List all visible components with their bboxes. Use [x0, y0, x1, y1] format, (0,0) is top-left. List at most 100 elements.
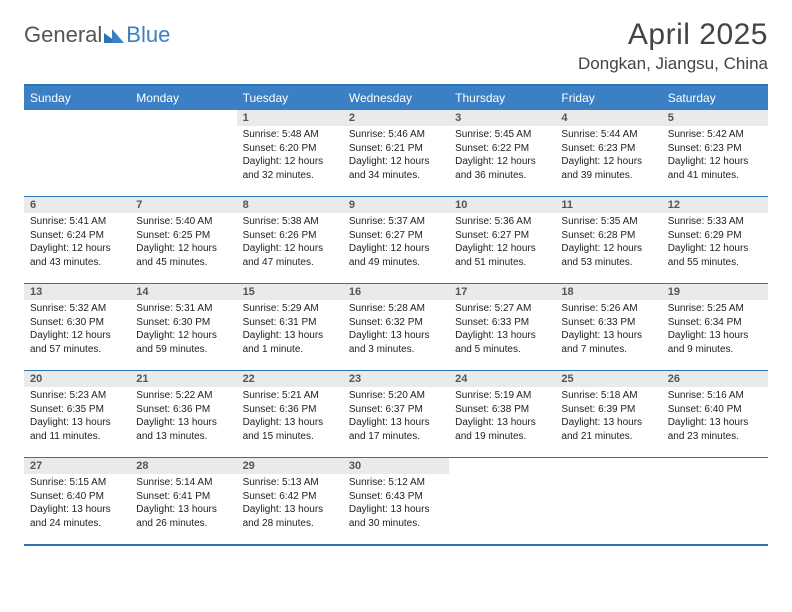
day-number: 27	[24, 458, 130, 474]
calendar-day-cell: 27Sunrise: 5:15 AMSunset: 6:40 PMDayligh…	[24, 458, 130, 544]
daylight-line: Daylight: 12 hours and 43 minutes.	[30, 242, 124, 269]
weekday-header: Wednesday	[343, 86, 449, 110]
day-details: Sunrise: 5:28 AMSunset: 6:32 PMDaylight:…	[343, 300, 449, 360]
sunrise-line: Sunrise: 5:29 AM	[243, 302, 337, 316]
weekday-header: Friday	[555, 86, 661, 110]
sunrise-line: Sunrise: 5:16 AM	[668, 389, 762, 403]
sunrise-line: Sunrise: 5:35 AM	[561, 215, 655, 229]
sunset-line: Sunset: 6:23 PM	[561, 142, 655, 156]
calendar-week-row: 13Sunrise: 5:32 AMSunset: 6:30 PMDayligh…	[24, 284, 768, 371]
month-title: April 2025	[578, 18, 768, 52]
sunset-line: Sunset: 6:27 PM	[455, 229, 549, 243]
sunset-line: Sunset: 6:36 PM	[136, 403, 230, 417]
sunrise-line: Sunrise: 5:28 AM	[349, 302, 443, 316]
weekday-header: Tuesday	[237, 86, 343, 110]
calendar-day-cell: 6Sunrise: 5:41 AMSunset: 6:24 PMDaylight…	[24, 197, 130, 283]
brand-logo: General Blue	[24, 18, 170, 48]
calendar-day-cell: 17Sunrise: 5:27 AMSunset: 6:33 PMDayligh…	[449, 284, 555, 370]
day-number: 20	[24, 371, 130, 387]
daylight-line: Daylight: 12 hours and 36 minutes.	[455, 155, 549, 182]
daylight-line: Daylight: 12 hours and 34 minutes.	[349, 155, 443, 182]
day-number: 13	[24, 284, 130, 300]
calendar-day-cell: 3Sunrise: 5:45 AMSunset: 6:22 PMDaylight…	[449, 110, 555, 196]
weekday-header: Thursday	[449, 86, 555, 110]
sunrise-line: Sunrise: 5:14 AM	[136, 476, 230, 490]
daylight-line: Daylight: 12 hours and 47 minutes.	[243, 242, 337, 269]
calendar-day-cell	[449, 458, 555, 544]
calendar-day-cell: 12Sunrise: 5:33 AMSunset: 6:29 PMDayligh…	[662, 197, 768, 283]
day-details: Sunrise: 5:36 AMSunset: 6:27 PMDaylight:…	[449, 213, 555, 273]
day-details: Sunrise: 5:20 AMSunset: 6:37 PMDaylight:…	[343, 387, 449, 447]
calendar-day-cell: 23Sunrise: 5:20 AMSunset: 6:37 PMDayligh…	[343, 371, 449, 457]
sunset-line: Sunset: 6:32 PM	[349, 316, 443, 330]
sunset-line: Sunset: 6:33 PM	[455, 316, 549, 330]
sunset-line: Sunset: 6:42 PM	[243, 490, 337, 504]
sunrise-line: Sunrise: 5:42 AM	[668, 128, 762, 142]
calendar-day-cell: 22Sunrise: 5:21 AMSunset: 6:36 PMDayligh…	[237, 371, 343, 457]
calendar-day-cell: 24Sunrise: 5:19 AMSunset: 6:38 PMDayligh…	[449, 371, 555, 457]
day-number: 19	[662, 284, 768, 300]
day-number: 2	[343, 110, 449, 126]
sunset-line: Sunset: 6:37 PM	[349, 403, 443, 417]
calendar-day-cell: 19Sunrise: 5:25 AMSunset: 6:34 PMDayligh…	[662, 284, 768, 370]
daylight-line: Daylight: 12 hours and 45 minutes.	[136, 242, 230, 269]
sunset-line: Sunset: 6:25 PM	[136, 229, 230, 243]
day-details: Sunrise: 5:16 AMSunset: 6:40 PMDaylight:…	[662, 387, 768, 447]
day-details: Sunrise: 5:46 AMSunset: 6:21 PMDaylight:…	[343, 126, 449, 186]
day-number: 9	[343, 197, 449, 213]
day-details: Sunrise: 5:45 AMSunset: 6:22 PMDaylight:…	[449, 126, 555, 186]
day-number: 18	[555, 284, 661, 300]
daylight-line: Daylight: 13 hours and 15 minutes.	[243, 416, 337, 443]
calendar-week-row: 20Sunrise: 5:23 AMSunset: 6:35 PMDayligh…	[24, 371, 768, 458]
calendar-day-cell: 7Sunrise: 5:40 AMSunset: 6:25 PMDaylight…	[130, 197, 236, 283]
daylight-line: Daylight: 12 hours and 49 minutes.	[349, 242, 443, 269]
page-header: General Blue April 2025 Dongkan, Jiangsu…	[24, 18, 768, 74]
day-number: 10	[449, 197, 555, 213]
calendar-day-cell: 11Sunrise: 5:35 AMSunset: 6:28 PMDayligh…	[555, 197, 661, 283]
calendar-week-row: 27Sunrise: 5:15 AMSunset: 6:40 PMDayligh…	[24, 458, 768, 546]
sunrise-line: Sunrise: 5:44 AM	[561, 128, 655, 142]
daylight-line: Daylight: 12 hours and 41 minutes.	[668, 155, 762, 182]
sunset-line: Sunset: 6:35 PM	[30, 403, 124, 417]
day-details: Sunrise: 5:37 AMSunset: 6:27 PMDaylight:…	[343, 213, 449, 273]
daylight-line: Daylight: 13 hours and 30 minutes.	[349, 503, 443, 530]
daylight-line: Daylight: 12 hours and 32 minutes.	[243, 155, 337, 182]
sunset-line: Sunset: 6:27 PM	[349, 229, 443, 243]
calendar-day-cell: 1Sunrise: 5:48 AMSunset: 6:20 PMDaylight…	[237, 110, 343, 196]
daylight-line: Daylight: 13 hours and 9 minutes.	[668, 329, 762, 356]
daylight-line: Daylight: 13 hours and 23 minutes.	[668, 416, 762, 443]
location-subtitle: Dongkan, Jiangsu, China	[578, 54, 768, 74]
daylight-line: Daylight: 13 hours and 7 minutes.	[561, 329, 655, 356]
calendar-day-cell: 2Sunrise: 5:46 AMSunset: 6:21 PMDaylight…	[343, 110, 449, 196]
sunset-line: Sunset: 6:38 PM	[455, 403, 549, 417]
day-details: Sunrise: 5:42 AMSunset: 6:23 PMDaylight:…	[662, 126, 768, 186]
sunrise-line: Sunrise: 5:33 AM	[668, 215, 762, 229]
title-block: April 2025 Dongkan, Jiangsu, China	[578, 18, 768, 74]
sunrise-line: Sunrise: 5:22 AM	[136, 389, 230, 403]
day-details: Sunrise: 5:29 AMSunset: 6:31 PMDaylight:…	[237, 300, 343, 360]
calendar-day-cell: 14Sunrise: 5:31 AMSunset: 6:30 PMDayligh…	[130, 284, 236, 370]
calendar-day-cell: 13Sunrise: 5:32 AMSunset: 6:30 PMDayligh…	[24, 284, 130, 370]
sunrise-line: Sunrise: 5:19 AM	[455, 389, 549, 403]
sunrise-line: Sunrise: 5:40 AM	[136, 215, 230, 229]
day-number: 26	[662, 371, 768, 387]
sunrise-line: Sunrise: 5:18 AM	[561, 389, 655, 403]
sunrise-line: Sunrise: 5:26 AM	[561, 302, 655, 316]
brand-part2: Blue	[126, 22, 170, 48]
sunset-line: Sunset: 6:29 PM	[668, 229, 762, 243]
day-details: Sunrise: 5:21 AMSunset: 6:36 PMDaylight:…	[237, 387, 343, 447]
day-details: Sunrise: 5:33 AMSunset: 6:29 PMDaylight:…	[662, 213, 768, 273]
calendar-day-cell	[662, 458, 768, 544]
sunrise-line: Sunrise: 5:38 AM	[243, 215, 337, 229]
sunset-line: Sunset: 6:26 PM	[243, 229, 337, 243]
day-number: 22	[237, 371, 343, 387]
calendar-day-cell: 10Sunrise: 5:36 AMSunset: 6:27 PMDayligh…	[449, 197, 555, 283]
sunset-line: Sunset: 6:30 PM	[136, 316, 230, 330]
day-details: Sunrise: 5:26 AMSunset: 6:33 PMDaylight:…	[555, 300, 661, 360]
sunset-line: Sunset: 6:30 PM	[30, 316, 124, 330]
day-number: 4	[555, 110, 661, 126]
sunset-line: Sunset: 6:31 PM	[243, 316, 337, 330]
sunrise-line: Sunrise: 5:37 AM	[349, 215, 443, 229]
day-details: Sunrise: 5:40 AMSunset: 6:25 PMDaylight:…	[130, 213, 236, 273]
day-details: Sunrise: 5:38 AMSunset: 6:26 PMDaylight:…	[237, 213, 343, 273]
